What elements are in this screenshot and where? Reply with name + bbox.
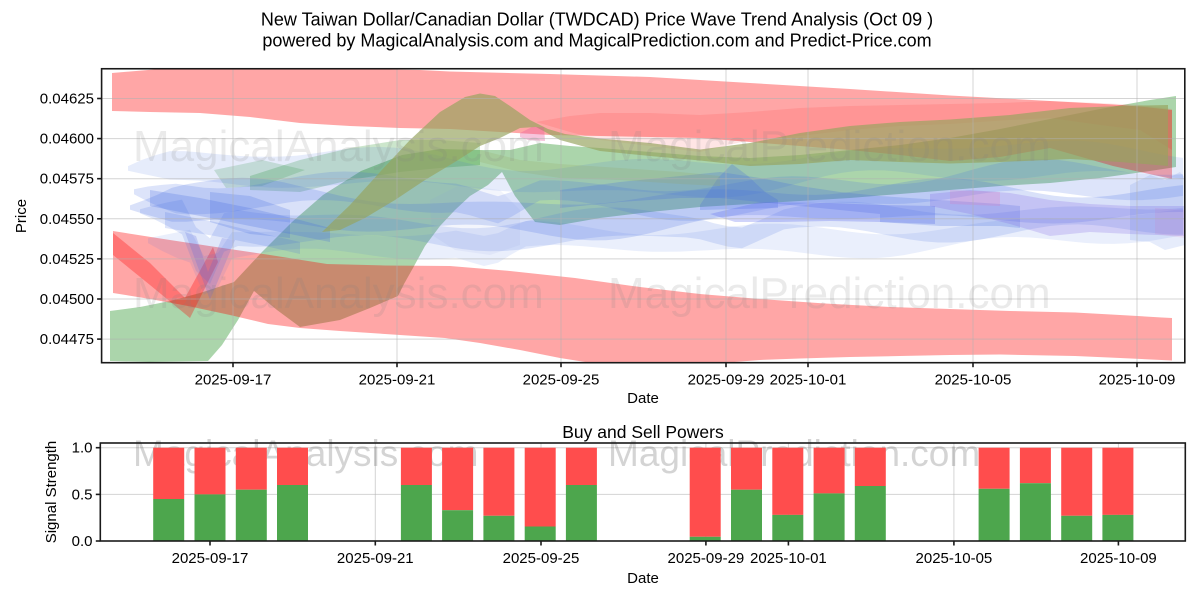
svg-text:2025-09-17: 2025-09-17: [172, 550, 249, 567]
svg-text:0.04525: 0.04525: [40, 251, 94, 268]
svg-text:New Taiwan Dollar/Canadian Dol: New Taiwan Dollar/Canadian Dollar (TWDCA…: [261, 10, 933, 30]
svg-text:MagicalAnalysis.com: MagicalAnalysis.com: [133, 122, 544, 171]
svg-text:MagicalAnalysis.com: MagicalAnalysis.com: [133, 269, 544, 318]
svg-text:0.04625: 0.04625: [40, 91, 94, 108]
svg-text:Date: Date: [627, 570, 659, 587]
svg-text:2025-10-01: 2025-10-01: [770, 372, 847, 389]
svg-text:2025-10-09: 2025-10-09: [1099, 372, 1176, 389]
svg-text:Price: Price: [13, 199, 30, 233]
svg-text:0.0: 0.0: [72, 533, 93, 550]
svg-text:0.04550: 0.04550: [40, 211, 94, 228]
svg-text:0.04500: 0.04500: [40, 291, 94, 308]
svg-text:2025-10-05: 2025-10-05: [916, 550, 993, 567]
svg-text:0.04475: 0.04475: [40, 331, 94, 348]
svg-text:MagicalPrediction.com: MagicalPrediction.com: [608, 269, 1051, 318]
svg-text:2025-09-21: 2025-09-21: [359, 372, 436, 389]
svg-text:Date: Date: [627, 390, 659, 407]
svg-text:0.04600: 0.04600: [40, 131, 94, 148]
svg-text:0.5: 0.5: [72, 486, 93, 503]
svg-text:2025-09-25: 2025-09-25: [523, 372, 600, 389]
svg-text:2025-10-09: 2025-10-09: [1080, 550, 1157, 567]
svg-text:2025-09-17: 2025-09-17: [195, 372, 272, 389]
svg-text:0.04575: 0.04575: [40, 171, 94, 188]
svg-text:2025-10-01: 2025-10-01: [750, 550, 827, 567]
svg-text:2025-10-05: 2025-10-05: [935, 372, 1012, 389]
svg-text:2025-09-29: 2025-09-29: [668, 550, 745, 567]
svg-text:Buy and Sell Powers: Buy and Sell Powers: [562, 422, 724, 442]
svg-text:1.0: 1.0: [72, 440, 93, 457]
svg-text:Signal Strength: Signal Strength: [43, 441, 60, 544]
svg-text:2025-09-29: 2025-09-29: [688, 372, 765, 389]
svg-text:2025-09-25: 2025-09-25: [503, 550, 580, 567]
svg-text:powered by MagicalAnalysis.com: powered by MagicalAnalysis.com and Magic…: [262, 31, 931, 51]
svg-text:2025-09-21: 2025-09-21: [337, 550, 414, 567]
svg-text:MagicalPrediction.com: MagicalPrediction.com: [608, 122, 1051, 171]
